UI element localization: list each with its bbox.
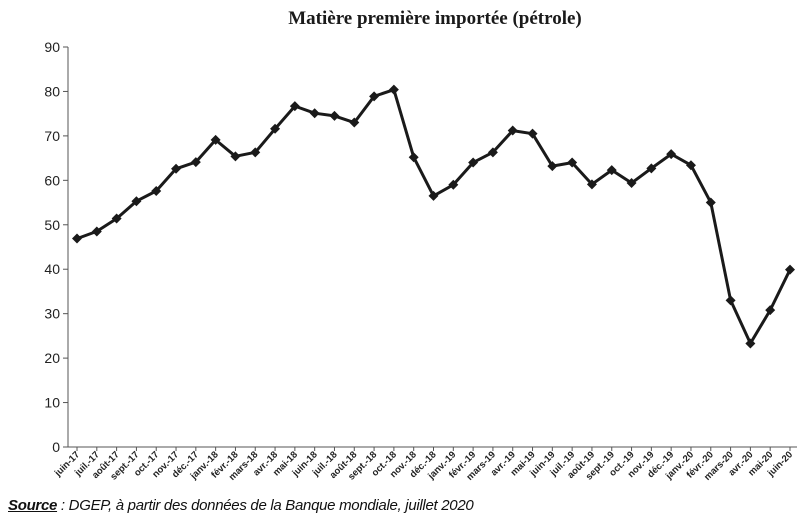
data-point-marker: [289, 101, 300, 112]
data-point-marker: [785, 264, 795, 275]
data-point-marker: [745, 338, 756, 349]
data-point-marker: [448, 179, 459, 190]
data-point-marker: [171, 163, 182, 174]
data-point-marker: [606, 165, 617, 176]
data-point-marker: [725, 295, 736, 306]
y-tick-label: 20: [44, 350, 60, 366]
chart-axes: [67, 47, 797, 448]
data-point-marker: [408, 152, 419, 163]
y-tick-label: 50: [44, 217, 60, 233]
data-point-marker: [586, 179, 597, 190]
data-point-marker: [428, 190, 439, 201]
data-point-marker: [111, 213, 122, 224]
line-chart: 0 10 20 30 40 50 60 70 80 90 juin-17juil.-17août-…: [44, 39, 797, 483]
data-point-marker: [190, 157, 201, 168]
source-text: : DGEP, à partir des données de la Banqu…: [57, 497, 474, 514]
y-tick-label: 30: [44, 306, 60, 322]
data-point-marker: [547, 161, 558, 172]
source-label: Source: [8, 497, 58, 514]
series-line-group: [72, 84, 795, 349]
y-tick-label: 90: [44, 39, 60, 55]
data-point-marker: [567, 157, 578, 168]
data-point-marker: [527, 128, 538, 139]
data-point-marker: [131, 196, 142, 207]
data-point-marker: [91, 226, 102, 237]
data-point-marker: [210, 134, 221, 145]
data-point-marker: [666, 149, 677, 160]
source-note: Source : DGEP, à partir des données de l…: [8, 497, 474, 514]
data-point-marker: [626, 178, 637, 188]
y-tick-label: 70: [44, 128, 60, 144]
data-point-marker: [349, 117, 360, 128]
y-tick-label: 80: [44, 83, 60, 99]
data-point-marker: [72, 233, 82, 244]
data-point-marker: [388, 84, 399, 95]
data-point-marker: [369, 91, 380, 102]
data-point-marker: [230, 151, 241, 162]
data-point-marker: [151, 186, 162, 196]
data-point-marker: [646, 163, 657, 174]
y-axis-ticks: 0 10 20 30 40 50 60 70 80 90: [44, 39, 68, 455]
data-point-marker: [270, 123, 281, 134]
data-point-marker: [705, 197, 716, 208]
data-point-marker: [685, 160, 696, 171]
chart-title: Matière première importée (pétrole): [288, 8, 582, 29]
data-point-marker: [309, 108, 320, 119]
y-tick-label: 0: [52, 439, 60, 455]
data-point-marker: [507, 125, 518, 136]
data-point-marker: [765, 305, 776, 316]
data-point-marker: [487, 147, 498, 158]
y-tick-label: 10: [44, 395, 60, 411]
y-tick-label: 60: [44, 172, 60, 188]
data-point-marker: [250, 147, 261, 158]
data-point-marker: [329, 110, 340, 121]
x-axis-ticks: juin-17juil.-17août-17sept.-17oct.-17nov…: [52, 447, 795, 483]
y-tick-label: 40: [44, 261, 60, 277]
series-line: [76, 88, 792, 345]
data-point-marker: [468, 157, 479, 168]
